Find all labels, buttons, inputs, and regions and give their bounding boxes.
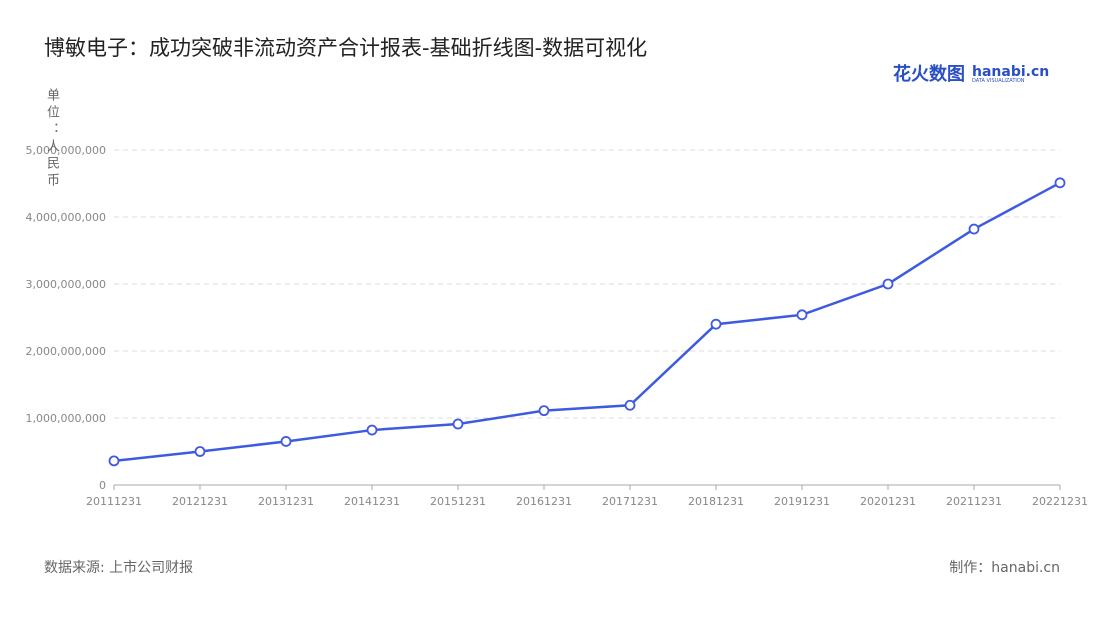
y-tick-label: 3,000,000,000 xyxy=(26,278,106,291)
x-tick-label: 20111231 xyxy=(86,495,142,508)
y-tick-label: 5,000,000,000 xyxy=(26,144,106,157)
y-tick-label: 2,000,000,000 xyxy=(26,345,106,358)
point xyxy=(194,446,206,457)
y-axis-label: 单位：人民币 xyxy=(44,88,59,190)
point xyxy=(452,418,464,430)
x-tick-label: 20161231 xyxy=(516,495,572,508)
point xyxy=(538,405,550,417)
x-tick-label: 20151231 xyxy=(430,495,486,508)
point xyxy=(366,424,378,436)
point xyxy=(710,318,722,330)
point xyxy=(108,455,120,467)
x-tick-label: 20221231 xyxy=(1032,495,1088,508)
x-tick-label: 20201231 xyxy=(860,495,916,508)
x-tick-label: 20121231 xyxy=(172,495,228,508)
x-tick-label: 20131231 xyxy=(258,495,314,508)
point xyxy=(624,399,636,411)
y-tick-label: 1,000,000,000 xyxy=(26,412,106,425)
x-tick-label: 20211231 xyxy=(946,495,1002,508)
point xyxy=(796,309,808,321)
point xyxy=(882,278,894,290)
point xyxy=(1054,177,1066,189)
logo-en: hanabi.cn xyxy=(972,64,1049,80)
x-tick-label: 20191231 xyxy=(774,495,830,508)
logo-cn: 花火数图 xyxy=(893,63,965,85)
x-tick-label: 20181231 xyxy=(688,495,744,508)
source: 数据来源: 上市公司财报 xyxy=(44,559,193,576)
point xyxy=(280,436,292,447)
line xyxy=(113,181,1061,463)
y-tick-label: 4,000,000,000 xyxy=(26,211,106,224)
x-tick-label: 20171231 xyxy=(602,495,658,508)
logo-sub: DATA VISUALIZATION xyxy=(972,78,1025,84)
x-tick-label: 20141231 xyxy=(344,495,400,508)
point xyxy=(968,223,980,235)
y-tick-label: 0 xyxy=(99,479,106,492)
chart-title: 博敏电子：成功突破非流动资产合计报表-基础折线图-数据可视化 xyxy=(44,36,647,60)
credit: 制作：hanabi.cn xyxy=(949,560,1060,576)
